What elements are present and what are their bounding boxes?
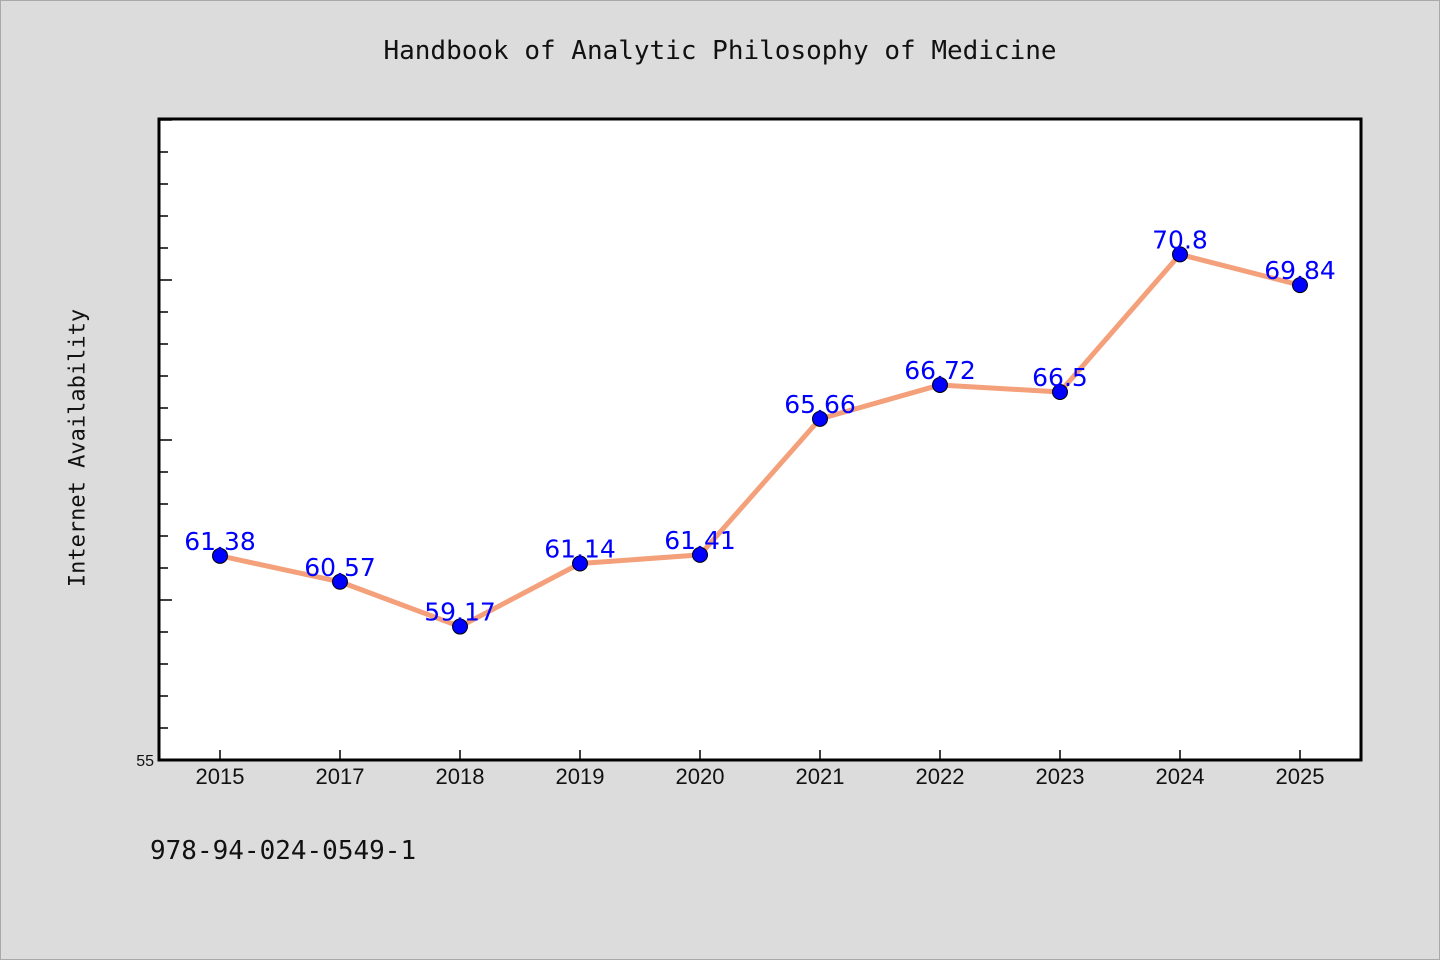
x-axis-ticks: 2015 2017 2018 2019 2020 2021 2022 2023 2024 2025 (196, 750, 1325, 789)
data-point (452, 618, 468, 635)
data-label: 61.38 (184, 527, 256, 556)
data-point (1292, 277, 1308, 294)
y-tick-label: 55 (136, 753, 154, 770)
data-point (812, 410, 828, 427)
data-point (692, 546, 708, 563)
data-point (572, 555, 588, 572)
data-label: 59.17 (424, 598, 496, 627)
data-point (1052, 384, 1068, 400)
x-tick-label: 2018 (436, 764, 485, 789)
x-tick-label: 2017 (316, 764, 365, 789)
series-line (217, 251, 1303, 630)
plot-area (157, 117, 1363, 762)
x-tick-label: 2023 (1036, 764, 1085, 789)
data-label: 61.14 (544, 535, 616, 564)
data-label: 65.66 (784, 390, 856, 419)
series-points (212, 246, 1308, 635)
data-label: 66.5 (1032, 363, 1088, 392)
data-point (332, 573, 348, 590)
x-tick-label: 2020 (676, 764, 725, 789)
x-tick-label: 2025 (1276, 764, 1325, 789)
x-tick-label: 2021 (796, 764, 845, 789)
data-label: 60.57 (304, 553, 376, 582)
chart-title: Handbook of Analytic Philosophy of Medic… (383, 36, 1057, 66)
data-labels: 61.38 60.57 59.17 61.14 61.41 65.66 66.72 66.5 7… (184, 225, 1336, 626)
x-tick-label: 2022 (916, 764, 965, 789)
x-tick-label: 2015 (196, 764, 245, 789)
data-label: 66.72 (904, 356, 976, 385)
data-point (932, 376, 948, 393)
data-point (1172, 246, 1188, 263)
data-label: 69.84 (1264, 256, 1336, 285)
series-lines (217, 251, 1303, 630)
data-label: 61.41 (664, 526, 736, 555)
y-axis-ticks: 55 (136, 119, 172, 770)
isbn-footer: 978-94-024-0549-1 (150, 836, 417, 866)
x-tick-label: 2024 (1156, 764, 1205, 789)
x-tick-label: 2019 (556, 764, 605, 789)
data-label: 70.8 (1152, 225, 1208, 254)
data-point (212, 547, 228, 564)
